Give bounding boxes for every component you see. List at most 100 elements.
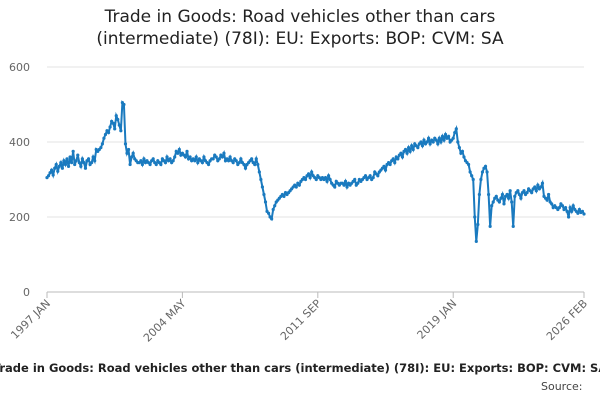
point [582,212,586,216]
point [86,157,91,161]
point [273,204,277,208]
point [111,121,115,125]
point [257,170,261,174]
point [297,183,301,187]
point [234,159,238,163]
chart-title: (intermediate) (78I): EU: Exports: BOP: … [96,29,504,49]
point [260,185,265,189]
point [345,185,349,189]
point [356,181,360,185]
point [437,136,441,140]
point [473,215,477,219]
point [323,176,328,180]
y-tick-label: 200 [9,211,30,224]
point [46,174,51,178]
point [82,161,86,165]
point [557,206,561,210]
point [122,102,126,107]
point [533,185,537,189]
point [183,155,188,159]
point [56,169,60,173]
point [206,162,211,167]
point [479,177,483,182]
point [259,177,263,182]
point [271,207,275,212]
point [410,144,414,148]
point [422,138,426,142]
point [431,140,435,144]
point [405,151,409,155]
point [239,157,243,161]
point [480,170,485,174]
point [253,162,257,167]
point [383,168,388,172]
point [517,192,521,197]
point [177,147,181,152]
point [74,159,78,163]
point [159,162,163,167]
point [446,134,451,138]
point [123,142,128,146]
point [570,209,574,213]
point [508,189,512,193]
point [228,155,232,159]
point [83,166,88,170]
point [176,151,180,155]
point [476,222,480,227]
point [400,155,405,159]
point [460,149,465,153]
point [328,177,332,182]
point [419,140,423,144]
point [491,200,495,204]
point [434,138,438,142]
point [196,161,200,165]
x-tick-label: 2004 MAY [141,297,189,345]
point [442,138,446,142]
point [117,123,121,127]
point [113,127,117,131]
point [326,174,331,178]
point [125,151,129,155]
point [393,161,397,165]
point [485,170,489,174]
point [382,164,386,168]
point [516,189,520,193]
point [126,147,131,152]
point [487,192,491,197]
point [266,211,271,215]
point [363,174,368,178]
point [242,162,246,167]
point [262,192,266,197]
x-tick-label: 2011 SEP [278,297,324,343]
point [388,162,392,167]
series-line [46,100,585,242]
point [483,164,488,168]
point [353,177,357,182]
point [565,209,569,213]
point [534,189,538,193]
point [342,183,346,187]
point [519,196,523,200]
x-tick-label: 2019 JAN [415,297,460,342]
point [139,159,143,163]
point [443,132,448,137]
point [250,157,254,161]
point [468,170,472,174]
point [507,196,511,200]
point [106,131,111,135]
point [580,209,585,213]
point [308,176,312,180]
point [406,146,411,150]
point [466,162,471,167]
y-tick-label: 0 [23,286,30,299]
point [163,161,168,165]
point [440,134,445,138]
point [325,179,329,183]
point [231,161,235,165]
point [63,162,68,167]
point [376,174,380,178]
point [396,157,400,161]
point [188,155,192,159]
point [456,140,460,144]
point [471,177,475,182]
